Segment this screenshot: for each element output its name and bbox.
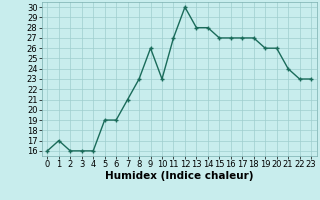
X-axis label: Humidex (Indice chaleur): Humidex (Indice chaleur) [105,171,253,181]
